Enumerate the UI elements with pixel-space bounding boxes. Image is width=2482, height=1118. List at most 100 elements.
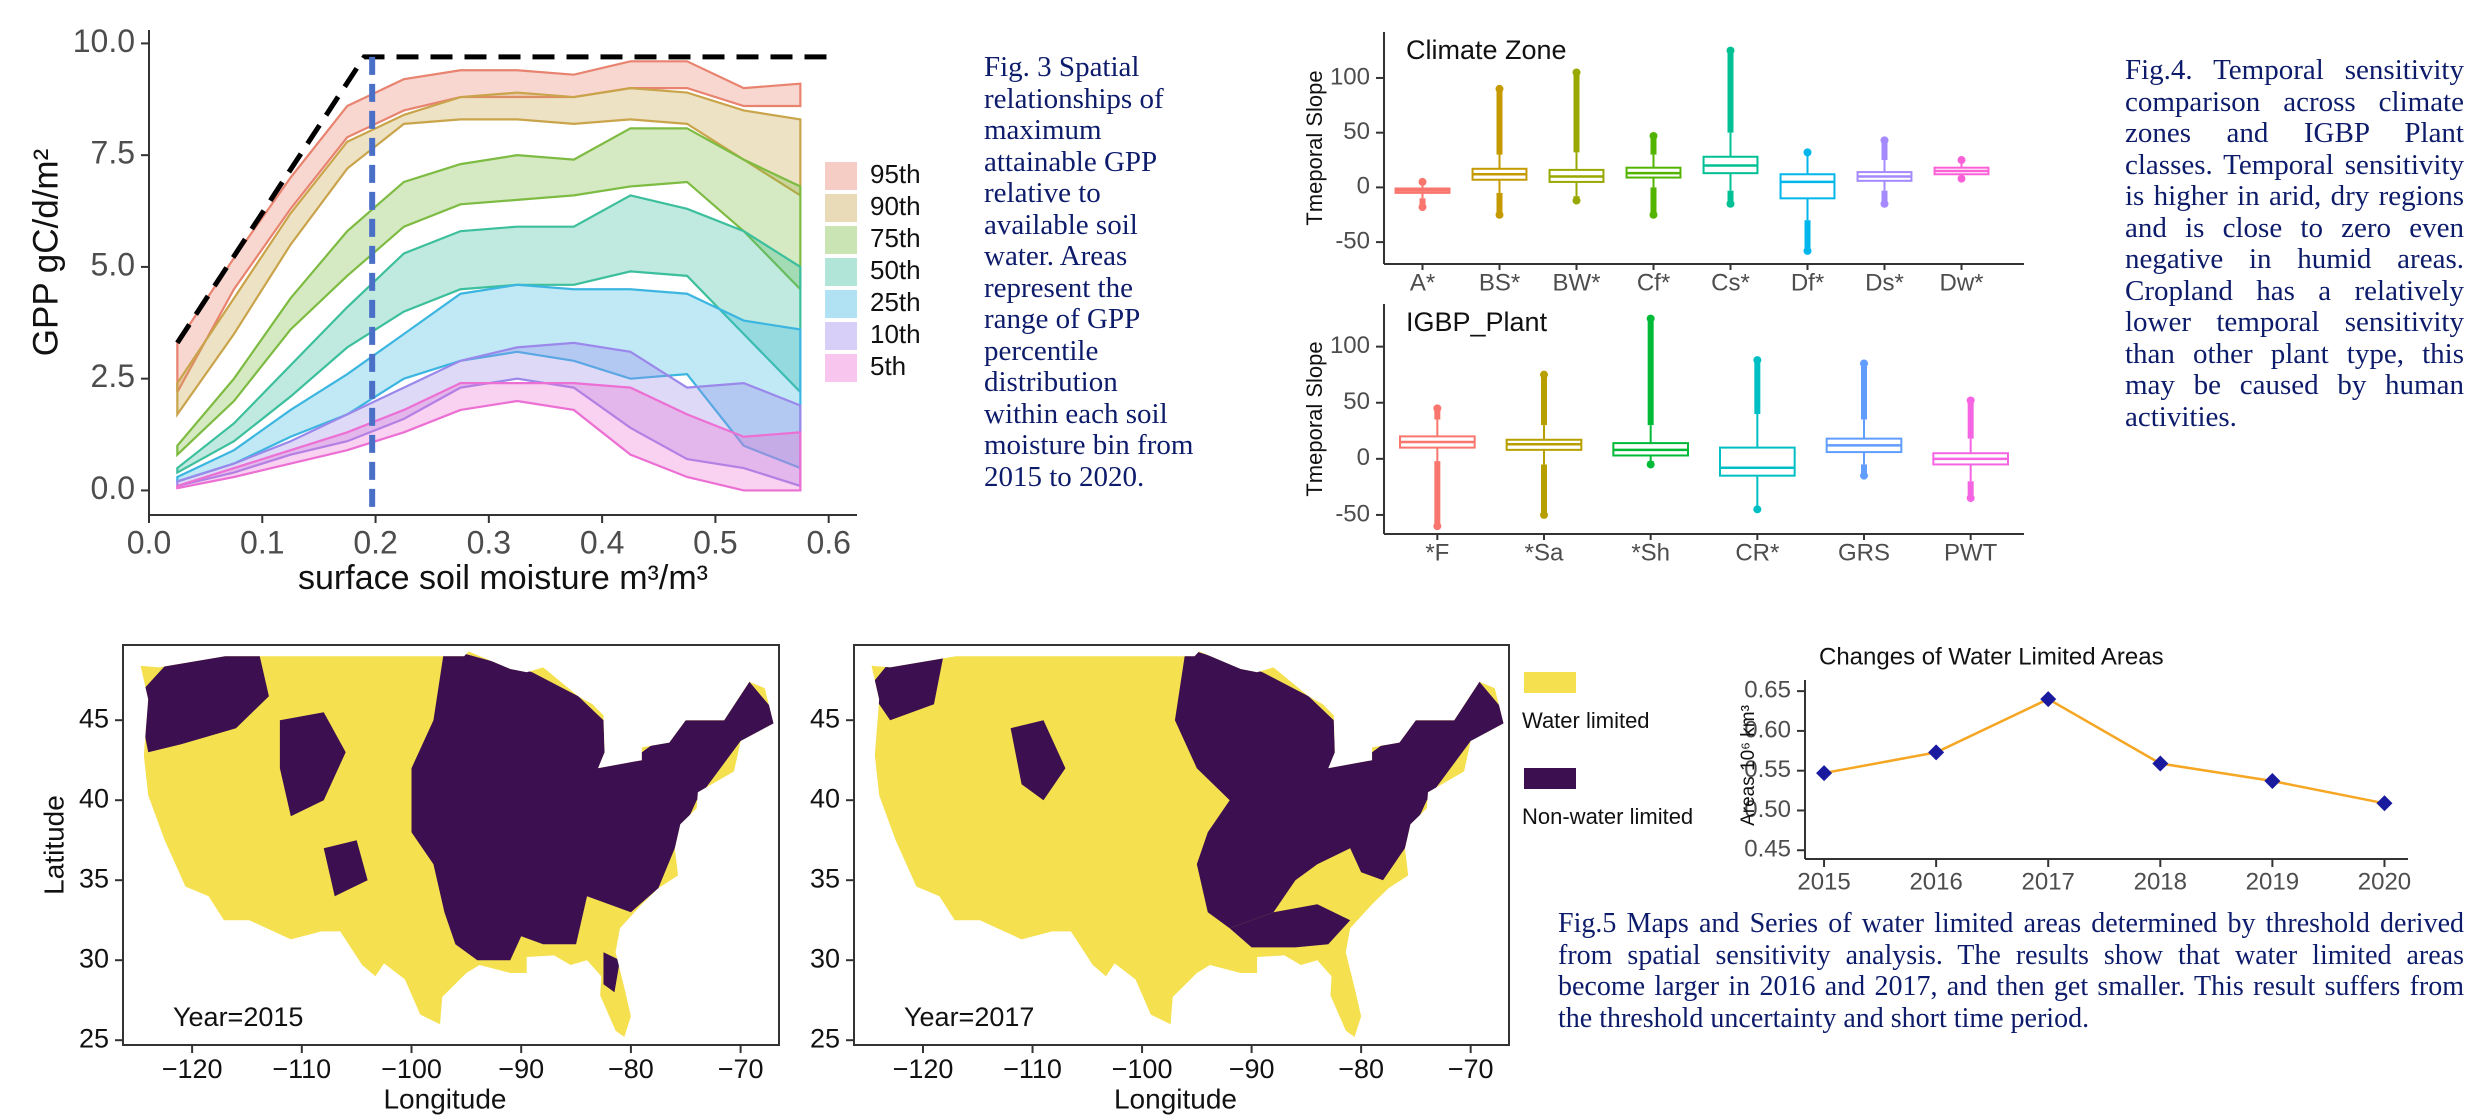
x-tick-label: −110 [1003, 1054, 1062, 1084]
y-tick-label: 40 [79, 783, 109, 813]
y-tick-label: 0.45 [1744, 836, 1791, 863]
x-axis-label: Longitude [1114, 1083, 1237, 1114]
y-tick-label: 40 [810, 783, 840, 813]
x-tick-label: Cf* [1637, 269, 1670, 296]
legend-label: Non-water limited [1522, 804, 1693, 829]
outlier-min [1966, 494, 1975, 503]
y-tick-label: 45 [79, 703, 109, 733]
legend-swatch [1524, 768, 1576, 789]
outlier-min [1572, 196, 1581, 205]
outlier-max [1753, 356, 1762, 365]
non-water-limited-region [323, 840, 368, 897]
legend-label: 25th [870, 287, 921, 317]
marker [2040, 691, 2057, 708]
x-tick-label: Cs* [1711, 269, 1750, 296]
legend-label: 50th [870, 255, 921, 285]
x-tick-label: PWT [1944, 539, 1998, 566]
fig5-caption: Fig.5 Maps and Series of water limited a… [1558, 908, 2464, 1034]
y-tick-label: 25 [810, 1023, 840, 1053]
y-tick-label: 0.60 [1744, 716, 1791, 743]
y-tick-label: 100 [1330, 332, 1370, 359]
x-tick-label: −70 [718, 1054, 764, 1084]
x-tick-label: −80 [1338, 1054, 1384, 1084]
legend-label: 95th [870, 159, 921, 189]
outlier-min [1726, 199, 1735, 208]
chart-title: Changes of Water Limited Areas [1819, 643, 2164, 670]
x-tick-label: −90 [1229, 1054, 1275, 1084]
y-tick-label: 50 [1343, 388, 1370, 415]
year-label: Year=2017 [904, 1002, 1034, 1032]
y-tick-label: 35 [79, 863, 109, 893]
y-tick-label: -50 [1335, 227, 1370, 254]
map-area [140, 651, 774, 1037]
outlier-max [1726, 46, 1735, 55]
legend-label: 75th [870, 223, 921, 253]
fig3-caption: Fig. 3 Spatial relationships of maximum … [984, 51, 1194, 493]
y-tick-label: 5.0 [91, 246, 135, 282]
x-tick-label: CR* [1735, 539, 1779, 566]
x-tick-label: −110 [272, 1054, 331, 1084]
x-tick-label: 0.6 [806, 524, 850, 560]
y-axis-label: Tmeporal Slope [1302, 70, 1327, 225]
outlier-min [1495, 210, 1504, 219]
y-tick-label: 7.5 [91, 135, 135, 171]
y-axis-label: GPP gC/d/m² [26, 149, 65, 356]
marker [2264, 773, 2281, 790]
outlier-min [1803, 246, 1812, 255]
legend-swatch [1524, 672, 1576, 693]
fig4-caption: Fig.4. Temporal sensitivity comparison a… [2125, 54, 2464, 433]
x-tick-label: 2018 [2134, 868, 2187, 895]
y-tick-label: 25 [79, 1023, 109, 1053]
x-tick-label: 0.2 [353, 524, 397, 560]
panel-title: Climate Zone [1406, 35, 1567, 65]
x-tick-label: 2016 [1909, 868, 1962, 895]
non-water-limited-region [411, 651, 774, 961]
legend-swatch [825, 290, 857, 318]
y-tick-label: 35 [810, 863, 840, 893]
x-tick-label: 2020 [2358, 868, 2411, 895]
x-tick-label: Df* [1791, 269, 1824, 296]
y-tick-label: 0.65 [1744, 676, 1791, 703]
outlier-min [1418, 203, 1427, 212]
x-tick-label: *F [1425, 539, 1449, 566]
y-tick-label: 0.55 [1744, 756, 1791, 783]
box [1719, 446, 1796, 477]
non-water-limited-region [1229, 904, 1351, 948]
y-axis-label: Areas 10⁶ km³ [1738, 705, 1759, 826]
panel-title: IGBP_Plant [1406, 307, 1548, 337]
x-axis-label: Longitude [383, 1083, 506, 1114]
series-line [1823, 697, 2385, 805]
outlier-max [1880, 136, 1889, 145]
x-tick-label: *Sa [1525, 539, 1564, 566]
legend-swatch [825, 354, 857, 382]
outlier-max [1433, 404, 1442, 413]
outlier-min [1880, 199, 1889, 208]
x-tick-label: 2017 [2022, 868, 2075, 895]
outlier-min [1649, 210, 1658, 219]
y-tick-label: 0.50 [1744, 796, 1791, 823]
outlier-max [1860, 359, 1868, 368]
x-tick-label: 0.0 [127, 524, 171, 560]
y-axis-label: Tmeporal Slope [1302, 341, 1327, 496]
x-tick-label: 2015 [1797, 868, 1850, 895]
map-frame [853, 644, 1510, 1046]
non-water-limited-region [140, 651, 269, 753]
y-tick-label: 100 [1330, 63, 1370, 90]
x-tick-label: Dw* [1939, 269, 1983, 296]
x-tick-label: A* [1410, 269, 1435, 296]
outlier-max [1572, 68, 1581, 77]
x-tick-label: *Sh [1631, 539, 1670, 566]
outlier-max [1646, 314, 1655, 323]
x-tick-label: −120 [162, 1054, 223, 1084]
non-water-limited-region [603, 952, 620, 993]
y-tick-label: 45 [810, 703, 840, 733]
legend-label: Water limited [1522, 708, 1650, 733]
legend-label: 5th [870, 351, 906, 381]
x-tick-label: 0.3 [467, 524, 511, 560]
x-tick-label: BS* [1479, 269, 1520, 296]
non-water-limited-region [279, 712, 346, 817]
y-tick-label: 0 [1357, 444, 1370, 471]
marker [2376, 795, 2393, 812]
